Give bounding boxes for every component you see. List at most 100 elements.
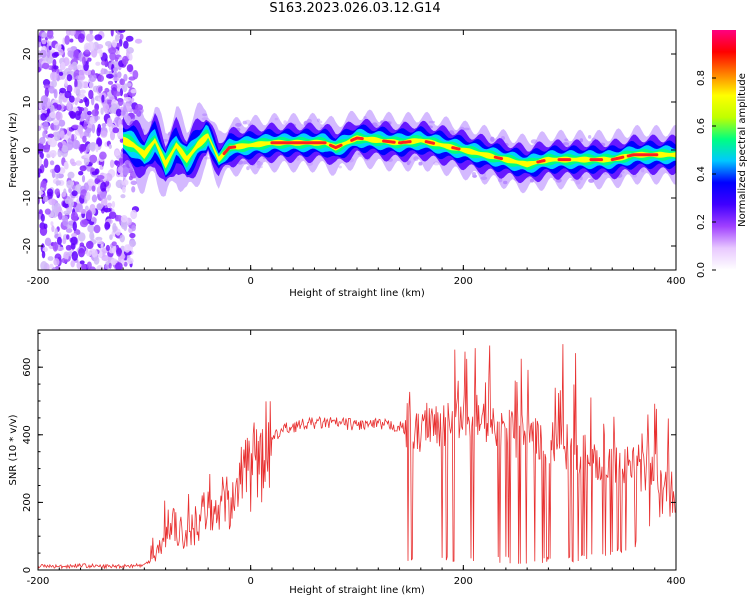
noise-speckle: [48, 45, 52, 51]
noise-speckle: [47, 133, 54, 139]
noise-speckle: [55, 173, 60, 179]
noise-speckle: [101, 67, 105, 75]
noise-speckle: [48, 198, 56, 206]
noise-speckle: [89, 203, 96, 213]
noise-speckle: [117, 166, 124, 174]
noise-speckle: [38, 190, 44, 196]
noise-speckle: [85, 146, 90, 153]
noise-speckle: [100, 181, 107, 192]
noise-speckle: [52, 241, 59, 252]
noise-speckle: [91, 123, 96, 134]
noise-speckle: [103, 196, 108, 207]
noise-speckle: [134, 38, 143, 44]
noise-speckle: [94, 34, 103, 41]
noise-speckle: [125, 35, 134, 42]
noise-speckle: [71, 124, 80, 129]
y-tick-label: 20: [22, 48, 33, 61]
noise-speckle: [81, 174, 86, 183]
noise-speckle: [50, 221, 54, 227]
y-axis-label: SNR (10 * v/v): [8, 414, 19, 485]
noise-speckle: [40, 186, 44, 192]
noise-speckle: [118, 124, 124, 130]
noise-speckle: [123, 261, 128, 267]
noise-speckle: [60, 61, 66, 71]
y-tick-label: 10: [22, 96, 33, 109]
noise-speckle: [116, 71, 122, 79]
noise-speckle: [89, 73, 97, 83]
noise-speckle: [123, 73, 128, 82]
noise-speckle: [89, 30, 93, 35]
noise-speckle: [50, 71, 58, 82]
noise-speckle: [48, 41, 52, 46]
noise-speckle: [60, 215, 69, 221]
noise-speckle: [119, 234, 125, 243]
noise-speckle: [64, 35, 70, 45]
x-axis-label: Height of straight line (km): [289, 585, 425, 596]
x-tick-label: 0: [247, 276, 253, 287]
x-tick-label: -200: [27, 576, 50, 587]
ridge-peak: [493, 155, 504, 161]
noise-speckle: [58, 119, 66, 127]
noise-speckle: [65, 244, 72, 251]
noise-speckle: [117, 98, 124, 107]
noise-speckle: [39, 137, 46, 145]
noise-speckle: [80, 263, 87, 270]
noise-speckle: [128, 53, 133, 61]
noise-speckle: [68, 64, 74, 71]
noise-speckle: [108, 47, 117, 55]
y-axis-label: Frequency (Hz): [8, 112, 19, 188]
noise-speckle: [111, 39, 118, 48]
noise-speckle: [96, 43, 104, 50]
noise-speckle: [47, 30, 54, 39]
noise-speckle: [109, 234, 113, 241]
noise-speckle: [78, 143, 87, 153]
noise-speckle: [113, 71, 118, 79]
noise-speckle: [79, 219, 88, 228]
noise-speckle: [108, 211, 117, 219]
noise-speckle: [121, 179, 129, 186]
noise-speckle: [70, 260, 75, 268]
noise-speckle: [66, 234, 70, 240]
noise-speckle: [96, 203, 103, 211]
noise-speckle: [85, 240, 94, 250]
ridge-peak: [350, 136, 364, 142]
noise-speckle: [100, 107, 104, 115]
noise-speckle: [123, 96, 132, 102]
noise-speckle: [38, 66, 41, 73]
ridge-peak: [328, 143, 343, 150]
x-tick-label: 400: [666, 576, 685, 587]
colorbar-label: Normalized spectral amplitude: [737, 73, 748, 227]
noise-speckle: [96, 126, 101, 137]
noise-speckle: [43, 158, 49, 169]
noise-speckle: [83, 121, 88, 130]
noise-speckle: [79, 165, 87, 172]
ridge-peak: [610, 155, 625, 162]
noise-speckle: [42, 130, 47, 139]
noise-speckle: [48, 85, 55, 94]
noise-speckle: [101, 60, 106, 66]
noise-speckle: [123, 40, 129, 49]
noise-speckle: [77, 232, 86, 242]
noise-speckle: [82, 107, 89, 115]
noise-speckle: [108, 106, 116, 114]
noise-speckle: [66, 74, 73, 82]
noise-speckle: [54, 188, 60, 196]
noise-speckle: [71, 161, 77, 167]
noise-speckle: [114, 34, 120, 42]
noise-speckle: [44, 237, 52, 247]
noise-speckle: [42, 121, 49, 131]
noise-speckle: [65, 30, 71, 36]
noise-speckle: [63, 251, 69, 260]
noise-speckle: [75, 160, 82, 166]
noise-speckle: [80, 112, 88, 120]
x-tick-label: 200: [454, 576, 473, 587]
noise-speckle: [104, 264, 111, 270]
noise-speckle: [101, 254, 110, 262]
noise-speckle: [102, 172, 107, 183]
heatmap-layer: [38, 30, 676, 270]
noise-speckle: [108, 144, 112, 149]
noise-speckle: [38, 173, 41, 178]
noise-speckle: [52, 119, 60, 126]
noise-speckle: [471, 171, 477, 176]
